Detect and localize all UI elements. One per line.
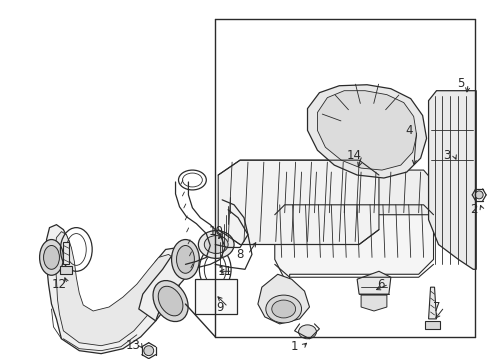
Polygon shape <box>438 138 469 170</box>
Polygon shape <box>257 274 309 324</box>
Ellipse shape <box>158 286 183 316</box>
Text: 6: 6 <box>376 278 384 291</box>
Text: 9: 9 <box>216 301 224 314</box>
Text: 13: 13 <box>125 339 140 352</box>
Polygon shape <box>424 321 440 329</box>
Ellipse shape <box>43 246 60 269</box>
Polygon shape <box>61 266 72 274</box>
Polygon shape <box>356 271 390 294</box>
Text: 7: 7 <box>432 301 439 314</box>
Polygon shape <box>54 231 172 346</box>
Ellipse shape <box>265 295 301 323</box>
Ellipse shape <box>271 300 295 318</box>
Text: 1: 1 <box>290 340 298 353</box>
Text: 5: 5 <box>456 77 463 90</box>
Polygon shape <box>307 85 426 178</box>
Text: 10: 10 <box>208 225 223 238</box>
Polygon shape <box>46 225 185 354</box>
Polygon shape <box>427 287 436 319</box>
Ellipse shape <box>176 246 194 273</box>
Text: 3: 3 <box>442 149 449 162</box>
Text: 8: 8 <box>236 248 243 261</box>
Polygon shape <box>277 170 436 215</box>
Polygon shape <box>63 242 69 264</box>
Ellipse shape <box>40 239 63 275</box>
Ellipse shape <box>153 280 188 321</box>
Polygon shape <box>274 200 433 289</box>
Ellipse shape <box>143 346 153 356</box>
Text: 12: 12 <box>52 278 67 291</box>
Polygon shape <box>139 244 198 321</box>
Text: 14: 14 <box>346 149 361 162</box>
Ellipse shape <box>447 144 459 160</box>
Polygon shape <box>427 91 475 269</box>
Text: 4: 4 <box>404 124 412 137</box>
Polygon shape <box>360 295 386 311</box>
Text: 2: 2 <box>469 203 477 216</box>
Ellipse shape <box>204 235 228 253</box>
Ellipse shape <box>474 191 482 199</box>
Ellipse shape <box>198 231 234 258</box>
Polygon shape <box>317 91 416 170</box>
Ellipse shape <box>171 239 199 279</box>
Ellipse shape <box>298 325 316 339</box>
Bar <box>195 279 237 314</box>
Polygon shape <box>218 160 378 244</box>
Text: 11: 11 <box>217 265 232 278</box>
Ellipse shape <box>444 140 463 164</box>
